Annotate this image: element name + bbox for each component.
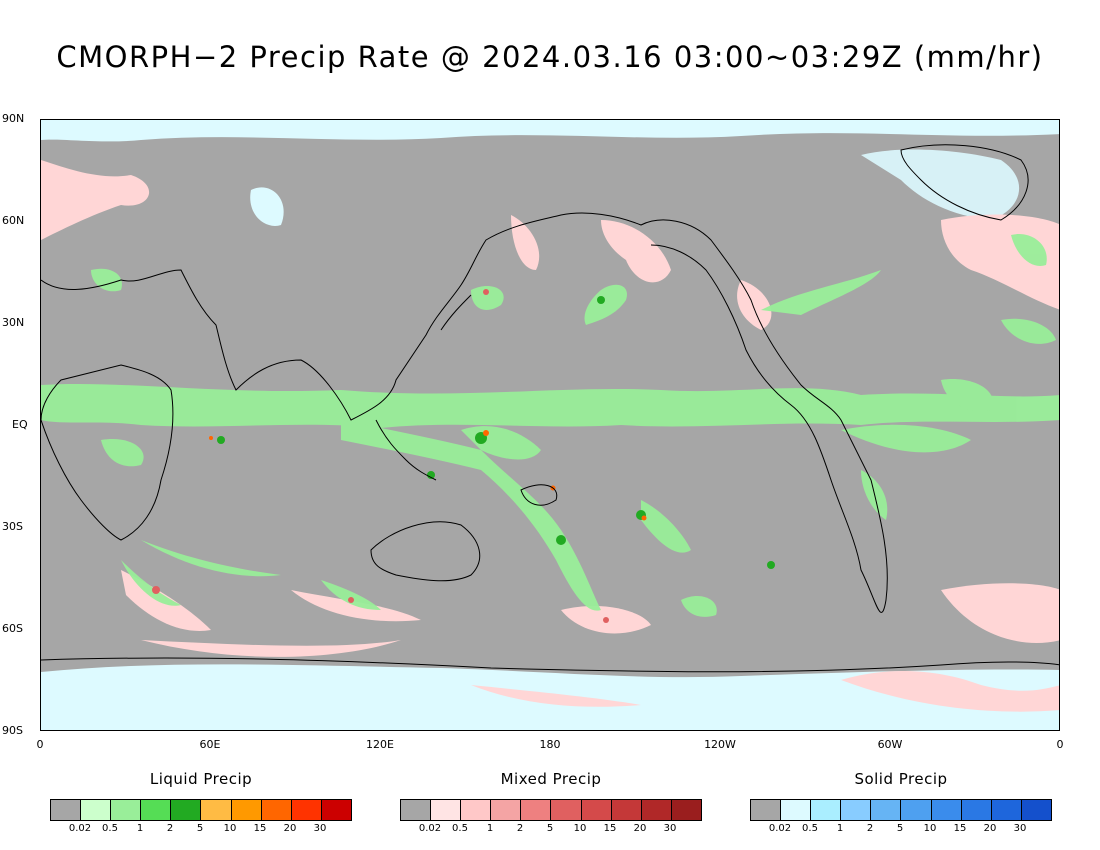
legend-swatch [931,800,962,820]
legend-mixed-colorbar [400,799,702,821]
legend-liquid: Liquid Precip 0.02 0.5 1 2 5 10 15 20 30 [50,770,352,835]
legend-tick-label: 5 [896,823,904,834]
legend-swatch [961,800,992,820]
legend-swatch [751,800,782,820]
lat-label-90s: 90S [2,724,23,737]
legend-swatch [781,800,812,820]
legend-swatch [551,800,582,820]
legend-tick-label: 1 [486,823,494,834]
legend-solid-colorbar [750,799,1052,821]
legend-tick-label: 0.02 [418,823,442,834]
legend-mixed: Mixed Precip 0.02 0.5 1 2 5 10 15 20 30 [400,770,702,835]
legend-tick-label: 10 [923,823,937,834]
legend-swatch [1021,800,1051,820]
lat-label-60s: 60S [2,622,23,635]
legend-liquid-colorbar [50,799,352,821]
legend-swatch [81,800,112,820]
legend-mixed-ticks: 0.02 0.5 1 2 5 10 15 20 30 [400,821,700,835]
legend-mixed-title: Mixed Precip [500,770,602,788]
legend-swatch [671,800,701,820]
legend-tick-label: 0.5 [102,823,118,834]
mixed-precip-areas [41,160,1059,712]
precip-map [40,119,1060,731]
legend-tick-label: 0.5 [452,823,468,834]
legend-swatch [611,800,642,820]
legend-swatch [261,800,292,820]
legend-swatch [491,800,522,820]
liquid-precip-areas [41,234,1059,617]
legend-tick-label: 10 [223,823,237,834]
legend-swatch [991,800,1022,820]
legend-tick-label: 0.02 [768,823,792,834]
legend-swatch [171,800,202,820]
legend-tick-label: 5 [546,823,554,834]
legend-tick-label: 1 [836,823,844,834]
legend-swatch [111,800,142,820]
lon-label-0-west: 0 [36,738,44,751]
legend-tick-label: 0.02 [68,823,92,834]
lon-label-120e: 120E [366,738,394,751]
legend-swatch [401,800,432,820]
legend-tick-label: 15 [603,823,617,834]
legend-swatch [581,800,612,820]
lon-label-120w: 120W [704,738,736,751]
legend-tick-label: 20 [633,823,647,834]
legend-swatch [201,800,232,820]
mixed-heavy-cores [152,289,609,623]
lon-label-180: 180 [539,738,561,751]
legend-solid-ticks: 0.02 0.5 1 2 5 10 15 20 30 [750,821,1050,835]
legend-swatch [141,800,172,820]
legend-tick-label: 5 [196,823,204,834]
legend-swatch [871,800,902,820]
lon-label-60e: 60E [199,738,221,751]
legend-solid: Solid Precip 0.02 0.5 1 2 5 10 15 20 30 [750,770,1052,835]
legend-tick-label: 20 [983,823,997,834]
legend-tick-label: 0.5 [802,823,818,834]
legend-swatch [461,800,492,820]
lat-label-30n: 30N [2,316,25,329]
legend-liquid-title: Liquid Precip [149,770,253,788]
legend-swatch [811,800,842,820]
legend-tick-label: 15 [953,823,967,834]
legend-swatch [231,800,262,820]
legend-swatch [321,800,351,820]
lat-label-eq: EQ [12,418,28,431]
legend-tick-label: 2 [516,823,524,834]
legend-tick-label: 30 [663,823,677,834]
legend-solid-title: Solid Precip [854,770,948,788]
legend-tick-label: 15 [253,823,267,834]
legend-tick-label: 30 [313,823,327,834]
legend-tick-label: 10 [573,823,587,834]
legend-swatch [431,800,462,820]
legend-swatch [901,800,932,820]
lat-label-30s: 30S [2,520,23,533]
lon-label-60w: 60W [877,738,903,751]
legend-tick-label: 2 [866,823,874,834]
precip-map-svg [41,120,1059,730]
legend-swatch [841,800,872,820]
legend-tick-label: 20 [283,823,297,834]
legend-swatch [521,800,552,820]
legend-tick-label: 30 [1013,823,1027,834]
legend-tick-label: 1 [136,823,144,834]
legend-swatch [641,800,672,820]
legend-swatch [291,800,322,820]
legend-swatch [51,800,82,820]
map-title: CMORPH−2 Precip Rate @ 2024.03.16 03:00~… [56,40,1044,74]
lon-label-0-east: 0 [1056,738,1064,751]
coastlines [41,144,1059,673]
lat-label-60n: 60N [2,214,25,227]
legend-liquid-ticks: 0.02 0.5 1 2 5 10 15 20 30 [50,821,350,835]
lat-label-90n: 90N [2,112,25,125]
legend-tick-label: 2 [166,823,174,834]
